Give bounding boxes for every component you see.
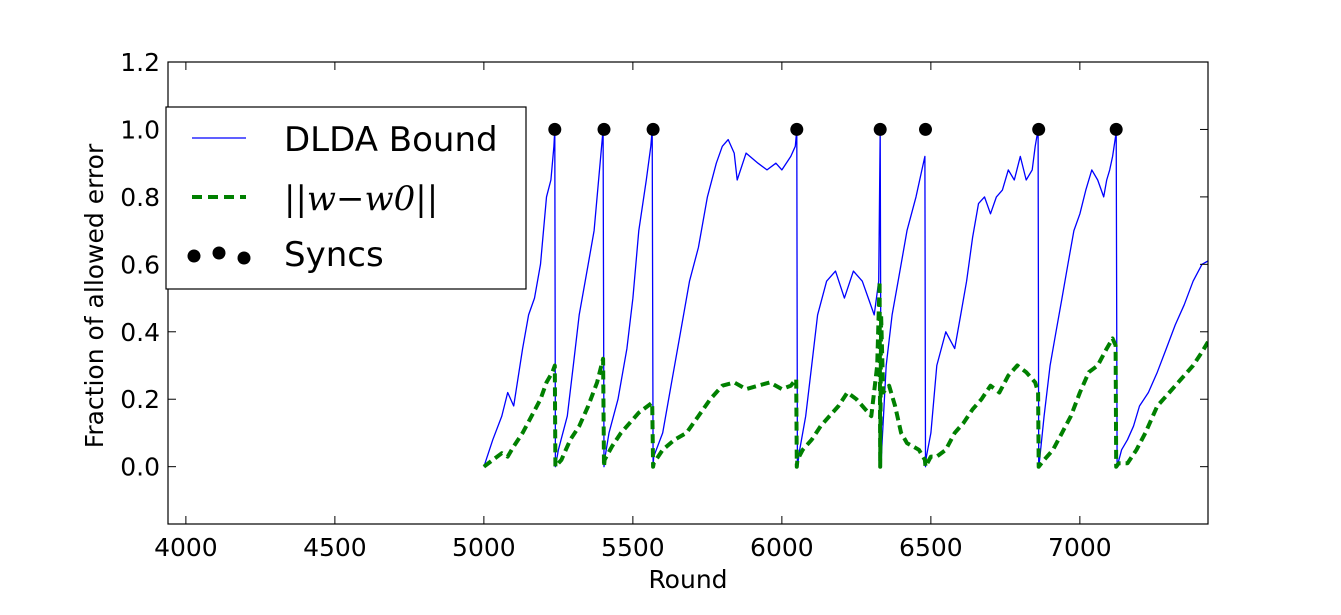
- legend-sync-marker-3: [237, 251, 251, 265]
- series-line-dlda-bound: [483, 128, 1208, 468]
- x-tick-label: 4000: [154, 533, 218, 562]
- sync-marker: [919, 122, 932, 136]
- sync-marker: [1109, 122, 1123, 136]
- legend-dlda-label: DLDA Bound: [284, 120, 498, 160]
- sync-marker: [597, 122, 611, 136]
- series-line-norm: [482, 279, 1208, 469]
- y-tick-label: 1.2: [120, 48, 160, 77]
- y-tick-label: 0.8: [120, 183, 160, 212]
- x-tick-label: 4500: [303, 533, 367, 562]
- plot-frame: [167, 61, 1209, 525]
- y-axis-title: Fraction of allowed error: [80, 143, 109, 448]
- sync-marker: [790, 122, 804, 136]
- legend: DLDA Bound ||w−w0|| Syncs: [165, 106, 527, 290]
- y-tick-label: 0.0: [120, 453, 160, 482]
- legend-syncs-label: Syncs: [284, 235, 384, 275]
- sync-marker: [548, 122, 562, 136]
- x-tick-label: 5500: [601, 533, 665, 562]
- legend-sync-marker-2: [212, 246, 226, 260]
- x-axis-title: Round: [648, 565, 727, 594]
- sync-marker: [646, 122, 660, 136]
- legend-norm-label: ||w−w0||: [284, 179, 438, 219]
- y-axis: 0.0 0.2 0.4 0.6 0.8 1.0 1.2: [120, 48, 1208, 482]
- x-tick-label: 7000: [1048, 533, 1112, 562]
- x-tick-label: 5000: [452, 533, 516, 562]
- sync-marker: [1032, 122, 1046, 136]
- y-tick-label: 0.6: [120, 250, 160, 279]
- legend-sync-marker-1: [187, 249, 201, 263]
- x-axis: 4000 4500 5000 5500 6000 6500 7000: [154, 62, 1112, 562]
- x-tick-label: 6500: [899, 533, 963, 562]
- sync-marker: [873, 122, 887, 136]
- x-tick-label: 6000: [750, 533, 814, 562]
- y-tick-label: 0.2: [120, 385, 160, 414]
- y-tick-label: 0.4: [120, 318, 160, 347]
- y-tick-label: 1.0: [120, 115, 160, 144]
